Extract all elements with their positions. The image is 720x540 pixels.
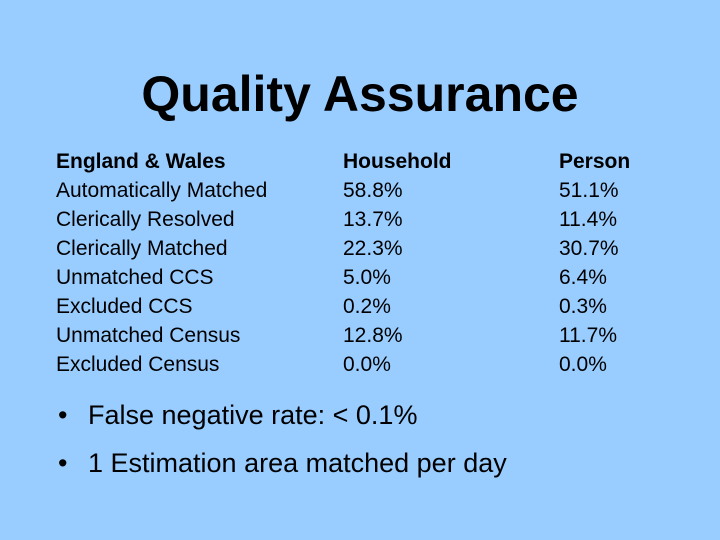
table-cell: Clerically Resolved xyxy=(56,208,235,231)
bullet-item: • False negative rate: < 0.1% xyxy=(58,395,417,435)
table-cell: 11.4% xyxy=(559,208,617,231)
table-header-cell: Person xyxy=(559,150,631,173)
bullet-item: • 1 Estimation area matched per day xyxy=(58,443,507,483)
table-cell: Excluded Census xyxy=(56,353,220,376)
table-cell: 58.8% xyxy=(343,179,403,202)
table-cell: Excluded CCS xyxy=(56,295,193,318)
table-cell: 22.3% xyxy=(343,237,403,260)
slide-title: Quality Assurance xyxy=(141,66,579,122)
table-cell: Clerically Matched xyxy=(56,237,228,260)
table-cell: Unmatched CCS xyxy=(56,266,214,289)
table-cell: 11.7% xyxy=(559,324,617,347)
table-header-cell: England & Wales xyxy=(56,150,226,173)
table-cell: 0.2% xyxy=(343,295,391,318)
table-cell: 51.1% xyxy=(559,179,619,202)
bullet-marker: • xyxy=(58,400,68,430)
table-cell: 12.8% xyxy=(343,324,403,347)
table-cell: 0.0% xyxy=(559,353,607,376)
table-cell: 5.0% xyxy=(343,266,391,289)
table-cell: Unmatched Census xyxy=(56,324,241,347)
table-cell: 6.4% xyxy=(559,266,607,289)
table-header-cell: Household xyxy=(343,150,452,173)
table-cell: 13.7% xyxy=(343,208,403,231)
bullet-text: 1 Estimation area matched per day xyxy=(88,448,507,478)
table-cell: 0.0% xyxy=(343,353,391,376)
table-cell: 30.7% xyxy=(559,237,619,260)
table-cell: Automatically Matched xyxy=(56,179,268,202)
bullet-text: False negative rate: < 0.1% xyxy=(88,400,418,430)
table-cell: 0.3% xyxy=(559,295,607,318)
bullet-marker: • xyxy=(58,448,68,478)
